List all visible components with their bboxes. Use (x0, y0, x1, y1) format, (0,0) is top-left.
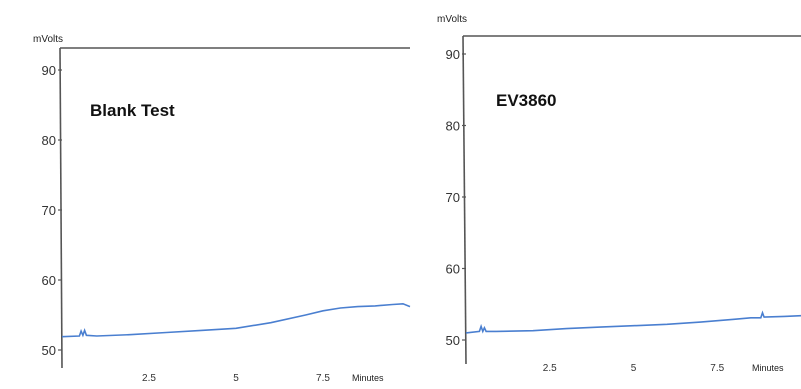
chart2-y-tick-label: 90 (446, 47, 460, 62)
chart1-y-axis-label: mVolts (33, 34, 63, 45)
chart2-x-tick-label: 5 (631, 363, 637, 374)
chart1-y-axis (59, 47, 63, 369)
chart2-y-ticks: 50 60 70 80 90 (446, 47, 466, 348)
chart1-x-tick-label: 2.5 (142, 373, 156, 384)
chart1-y-tick-label: 80 (42, 133, 56, 148)
chart1-x-axis-label: Minutes (352, 373, 384, 383)
chart1-y-tick-label: 70 (42, 203, 56, 218)
chart1-x-tick-label: 5 (233, 373, 239, 384)
chart1-y-ticks: 50 60 70 80 90 (42, 63, 62, 358)
chart1-y-tick-label: 50 (42, 343, 56, 358)
chart2-y-axis-label: mVolts (437, 14, 467, 25)
chart2-y-axis (462, 35, 467, 365)
chart1-x-ticks: 2.5 5 7.5 (142, 373, 330, 384)
chart-blank-test: mVolts Blank Test Minutes 50 60 70 80 90 2.5… (33, 34, 411, 384)
chart2-y-tick-label: 80 (446, 119, 460, 134)
chart2-x-ticks: 2.5 5 7.5 (543, 363, 725, 374)
chart2-title: EV3860 (496, 91, 557, 110)
chart1-x-tick-label: 7.5 (316, 373, 330, 384)
chart2-x-axis-label: Minutes (752, 363, 784, 373)
chart2-y-tick-label: 60 (446, 262, 460, 277)
chart1-series-line (61, 302, 411, 338)
chart1-title: Blank Test (90, 101, 175, 120)
chart2-series-line (465, 310, 801, 334)
chart1-y-tick-label: 60 (42, 273, 56, 288)
chart2-y-tick-label: 70 (446, 190, 460, 205)
chart2-y-tick-label: 50 (446, 333, 460, 348)
chart2-x-tick-label: 7.5 (710, 363, 724, 374)
chart1-y-tick-label: 90 (42, 63, 56, 78)
chart-ev3860: mVolts EV3860 Minutes 50 60 70 80 90 2.5 5 7.5 (437, 14, 801, 374)
chart2-x-tick-label: 2.5 (543, 363, 557, 374)
